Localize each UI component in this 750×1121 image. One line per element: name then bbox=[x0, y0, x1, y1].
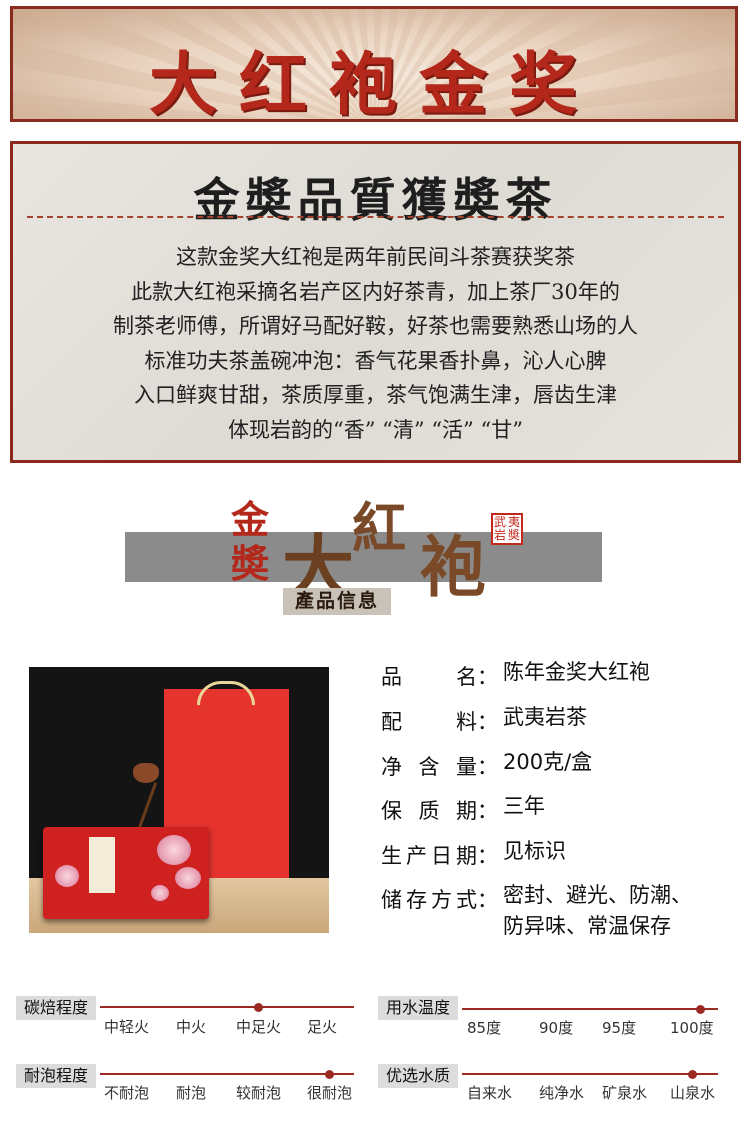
scale-option: 90度 bbox=[539, 1019, 574, 1037]
seal-char: 奬 bbox=[507, 528, 520, 542]
scale-track bbox=[100, 1006, 354, 1008]
scale-track bbox=[100, 1073, 354, 1075]
scale-option: 中足火 bbox=[236, 1018, 282, 1036]
scale-track bbox=[462, 1073, 718, 1075]
scale-option: 不耐泡 bbox=[104, 1084, 150, 1102]
scale-option: 自来水 bbox=[467, 1084, 513, 1102]
spec-colon: ： bbox=[477, 844, 498, 868]
scale-marker bbox=[688, 1069, 697, 1079]
spec-value: 武夷岩茶 bbox=[503, 705, 587, 729]
intro-title: 金奬品質獲奬茶 bbox=[193, 173, 558, 227]
scale-option: 中火 bbox=[176, 1018, 207, 1036]
spec-label: 配料 bbox=[381, 710, 477, 734]
spec-value: 200克/盒 bbox=[503, 750, 593, 774]
jiang-char: 奬 bbox=[230, 541, 269, 586]
scale-marker bbox=[695, 1004, 705, 1014]
peony-flower bbox=[157, 835, 191, 865]
scale-option: 足火 bbox=[307, 1018, 338, 1036]
spec-value: 防异味、常温保存 bbox=[503, 914, 671, 938]
scale-option: 95度 bbox=[602, 1019, 637, 1037]
spec-label: 品名 bbox=[381, 665, 477, 689]
intro-line: 制茶老师傅，所谓好马配好鞍，好茶也需要熟悉山场的人 bbox=[113, 314, 638, 338]
banner-title: 大红袍金奖 bbox=[148, 45, 599, 122]
peony-flower bbox=[151, 885, 169, 901]
scale-label: 耐泡程度 bbox=[16, 1064, 96, 1088]
scale-label: 用水温度 bbox=[378, 996, 458, 1020]
spec-colon: ： bbox=[477, 888, 498, 912]
intro-line: 此款大红袍采摘名岩产区内好茶青，加上茶厂30年的 bbox=[131, 279, 620, 304]
seal-char: 武 bbox=[493, 515, 506, 529]
dried-lotus-pod bbox=[133, 763, 159, 783]
intro-text: 这款金奖大红袍是两年前民间斗茶赛获奖茶 此款大红袍采摘名岩产区内好茶青，加上茶厂… bbox=[13, 240, 738, 447]
spec-label: 储存方式 bbox=[381, 888, 477, 912]
intro-line: 入口鲜爽甘甜，茶质厚重，茶气饱满生津，唇齿生津 bbox=[134, 383, 617, 407]
seal-char: 夷 bbox=[507, 515, 520, 529]
spec-colon: ： bbox=[477, 710, 498, 734]
product-photo bbox=[29, 667, 329, 933]
spec-colon: ： bbox=[477, 799, 498, 823]
seal-char: 岩 bbox=[493, 528, 506, 542]
spec-value: 见标识 bbox=[503, 839, 566, 863]
scale-option: 85度 bbox=[467, 1019, 502, 1037]
scale-marker bbox=[325, 1069, 334, 1079]
scale-option: 很耐泡 bbox=[307, 1084, 353, 1102]
intro-line: 标准功夫茶盖碗冲泡：香气花果香扑鼻，沁人心脾 bbox=[144, 348, 607, 373]
scale-option: 中轻火 bbox=[104, 1018, 150, 1036]
hong-calligraphy: 紅 bbox=[352, 496, 406, 560]
dashed-divider bbox=[27, 216, 724, 218]
scale-track bbox=[462, 1008, 718, 1010]
banner-background-pattern bbox=[13, 9, 735, 119]
scale-option: 较耐泡 bbox=[236, 1084, 282, 1102]
scale-label: 碳焙程度 bbox=[16, 996, 96, 1020]
peony-flower bbox=[55, 865, 79, 887]
intro-line: 这款金奖大红袍是两年前民间斗茶赛获奖茶 bbox=[176, 245, 575, 269]
peony-flower bbox=[175, 867, 201, 889]
intro-section: 金奬品質獲奬茶 这款金奖大红袍是两年前民间斗茶赛获奖茶 此款大红袍采摘名岩产区内… bbox=[10, 141, 741, 463]
scale-marker bbox=[254, 1002, 263, 1012]
scale-option: 纯净水 bbox=[539, 1084, 585, 1102]
scale-label: 优选水质 bbox=[378, 1064, 458, 1088]
red-seal-stamp: 武 夷 岩 奬 bbox=[491, 513, 523, 545]
spec-value: 三年 bbox=[503, 794, 545, 818]
spec-value: 陈年金奖大红袍 bbox=[503, 660, 650, 684]
title-banner: 大红袍金奖 bbox=[10, 6, 738, 122]
spec-colon: ： bbox=[477, 665, 498, 689]
spec-colon: ： bbox=[477, 755, 498, 779]
scale-option: 山泉水 bbox=[670, 1084, 716, 1102]
spec-label: 生产日期 bbox=[381, 844, 477, 868]
spec-value: 密封、避光、防潮、 bbox=[503, 883, 692, 907]
scale-option: 耐泡 bbox=[176, 1084, 207, 1102]
intro-line: 体现岩韵的“香” “清” “活” “甘” bbox=[228, 417, 523, 442]
spec-label: 净含量 bbox=[381, 755, 477, 779]
scale-option: 100度 bbox=[670, 1019, 714, 1037]
bag-handle bbox=[197, 681, 255, 705]
product-info-tag: 產品信息 bbox=[283, 588, 391, 615]
spec-label: 保质期 bbox=[381, 799, 477, 823]
jin-calligraphy: 金 奬 bbox=[228, 498, 272, 586]
tin-label bbox=[89, 837, 115, 893]
pao-calligraphy: 袍 bbox=[420, 528, 486, 606]
scale-option: 矿泉水 bbox=[602, 1084, 648, 1102]
jin-char: 金 bbox=[230, 497, 269, 542]
